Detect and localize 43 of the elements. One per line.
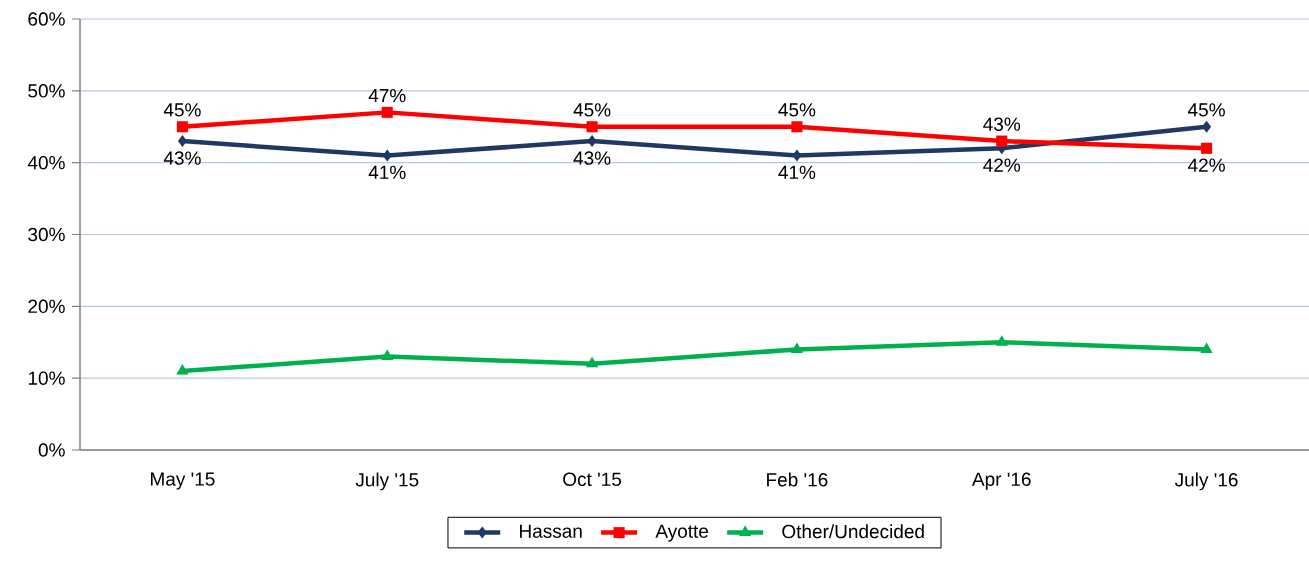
y-tick-label: 20% — [28, 299, 65, 314]
data-label: 42% — [983, 158, 1021, 172]
legend-label: Other/Undecided — [782, 524, 924, 539]
data-label: 43% — [983, 117, 1021, 131]
x-tick-label: July '16 — [1174, 472, 1238, 491]
y-tick-label: 40% — [27, 155, 65, 170]
data-label: 42% — [1188, 158, 1225, 172]
x-tick-label: May '15 — [151, 472, 215, 490]
point — [586, 121, 598, 133]
y-tick-label: 50% — [28, 84, 65, 98]
point — [1202, 120, 1212, 133]
y-tick-label: 60% — [28, 12, 65, 26]
point — [176, 363, 189, 375]
data-label: 41% — [778, 165, 816, 179]
point — [792, 149, 802, 162]
data-label: 43% — [163, 151, 201, 165]
data-label: 45% — [573, 103, 611, 117]
data-label: 47% — [368, 88, 406, 103]
point — [1201, 142, 1213, 154]
point — [996, 135, 1008, 147]
x-tick-label: Oct '15 — [563, 472, 622, 486]
x-tick-label: Feb '16 — [767, 472, 828, 487]
x-tick-label: July '15 — [355, 472, 419, 491]
point — [177, 135, 187, 148]
y-tick-label: 10% — [28, 371, 65, 385]
point — [381, 349, 394, 361]
data-label: 45% — [778, 103, 816, 117]
data-label: 45% — [163, 103, 201, 117]
point — [790, 342, 804, 353]
legend-label: Hassan — [520, 524, 582, 538]
point — [791, 121, 803, 133]
point — [1200, 342, 1213, 353]
point — [176, 121, 188, 133]
x-tick-label: Apr '16 — [971, 472, 1031, 490]
data-label: 45% — [1188, 103, 1225, 117]
legend-label: Ayotte — [655, 524, 709, 542]
point — [381, 106, 393, 118]
data-label: 41% — [368, 165, 406, 179]
point — [995, 335, 1008, 346]
data-label: 43% — [573, 151, 611, 165]
point — [585, 356, 599, 368]
y-tick-label: 0% — [38, 443, 65, 457]
y-tick-label: 30% — [28, 227, 65, 242]
